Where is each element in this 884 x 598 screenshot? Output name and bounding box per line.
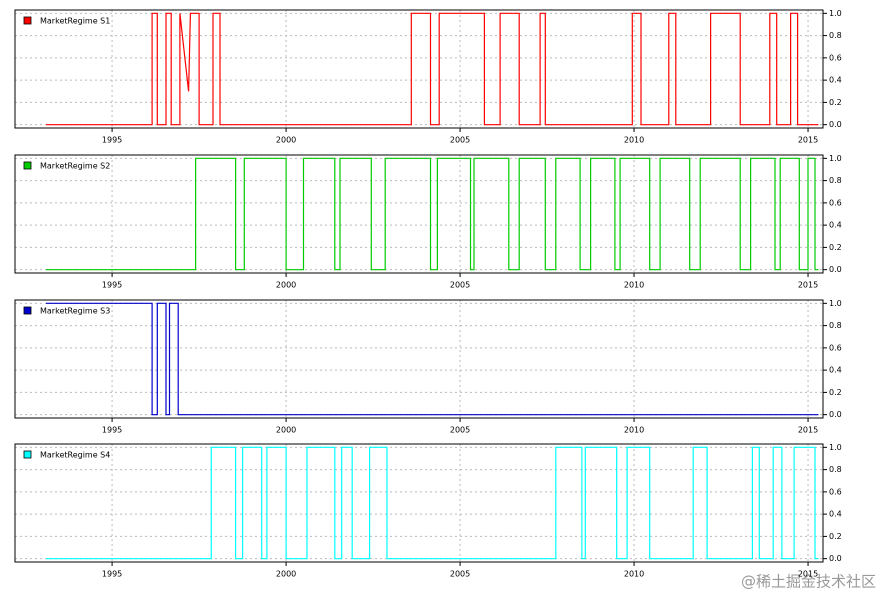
- legend-label: MarketRegime S2: [40, 162, 110, 171]
- series-line: [46, 157, 819, 271]
- watermark: @稀土掘金技术社区: [741, 573, 876, 591]
- x-tick-label: 2015: [798, 136, 818, 145]
- plot-frame: [14, 299, 824, 419]
- x-tick-label: 1995: [102, 136, 122, 145]
- y-tick-label: 0.4: [829, 510, 842, 519]
- y-tick-label: 0.2: [829, 388, 842, 397]
- plot-frame: [14, 9, 824, 129]
- x-tick-label: 2000: [276, 570, 296, 579]
- y-tick-label: 0.6: [829, 53, 842, 62]
- x-tick-label: 2015: [798, 570, 818, 579]
- y-tick-label: 1.0: [829, 9, 842, 18]
- x-tick-label: 2015: [798, 281, 818, 290]
- x-tick-label: 2000: [276, 426, 296, 435]
- plot-frame: [14, 154, 824, 274]
- y-tick-label: 1.0: [829, 154, 842, 163]
- legend-swatch: [23, 450, 32, 459]
- x-tick-label: 2005: [450, 136, 470, 145]
- y-tick-label: 0.6: [829, 198, 842, 207]
- y-tick-label: 0.2: [829, 98, 842, 107]
- x-tick-label: 2010: [624, 426, 644, 435]
- y-tick-label: 0.4: [829, 221, 842, 230]
- y-tick-label: 0.0: [829, 410, 842, 419]
- x-tick-label: 2015: [798, 426, 818, 435]
- y-tick-label: 0.4: [829, 366, 842, 375]
- series-line: [46, 446, 819, 560]
- y-tick-label: 0.4: [829, 76, 842, 85]
- y-tick-label: 0.0: [829, 265, 842, 274]
- x-tick-label: 2010: [624, 136, 644, 145]
- y-tick-label: 0.6: [829, 343, 842, 352]
- x-tick-label: 2010: [624, 570, 644, 579]
- x-tick-label: 1995: [102, 281, 122, 290]
- y-tick-label: 0.8: [829, 465, 842, 474]
- legend-swatch: [23, 306, 32, 315]
- legend-label: MarketRegime S4: [40, 451, 110, 460]
- y-tick-label: 0.0: [829, 120, 842, 129]
- y-tick-label: 1.0: [829, 299, 842, 308]
- legend-swatch: [23, 161, 32, 170]
- y-tick-label: 0.8: [829, 176, 842, 185]
- y-tick-label: 0.8: [829, 31, 842, 40]
- y-tick-label: 1.0: [829, 443, 842, 452]
- legend-label: MarketRegime S1: [40, 17, 110, 26]
- y-tick-label: 0.6: [829, 487, 842, 496]
- y-tick-label: 0.0: [829, 554, 842, 563]
- x-tick-label: 2010: [624, 281, 644, 290]
- legend-swatch: [23, 16, 32, 25]
- x-tick-label: 2000: [276, 281, 296, 290]
- x-tick-label: 2005: [450, 426, 470, 435]
- x-tick-label: 2005: [450, 570, 470, 579]
- plot-frame: [14, 443, 824, 563]
- series-line: [46, 12, 819, 126]
- x-tick-label: 1995: [102, 426, 122, 435]
- y-tick-label: 0.8: [829, 321, 842, 330]
- x-tick-label: 2000: [276, 136, 296, 145]
- x-tick-label: 2005: [450, 281, 470, 290]
- x-tick-label: 1995: [102, 570, 122, 579]
- y-tick-label: 0.2: [829, 532, 842, 541]
- legend-label: MarketRegime S3: [40, 307, 110, 316]
- y-tick-label: 0.2: [829, 243, 842, 252]
- series-line: [46, 302, 819, 416]
